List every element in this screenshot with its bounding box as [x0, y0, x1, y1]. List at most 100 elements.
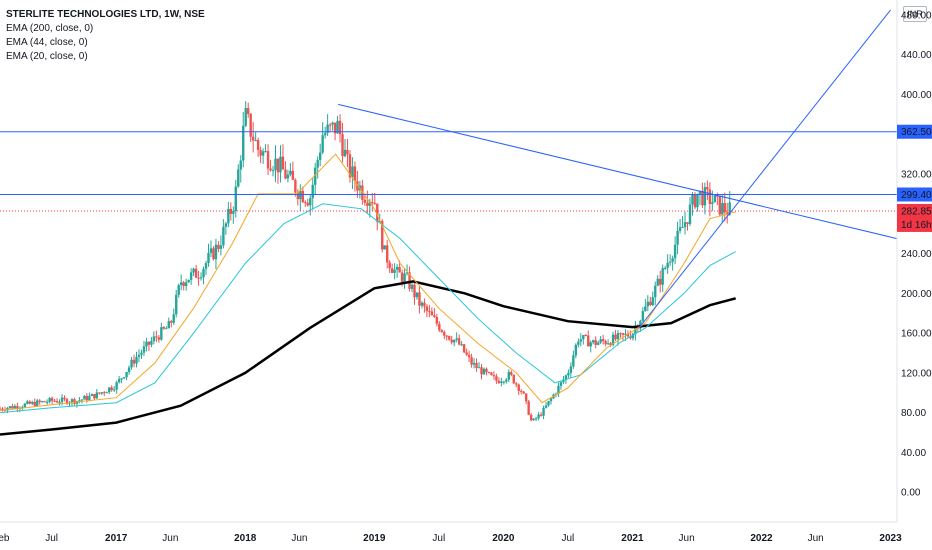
candle-body — [490, 372, 493, 376]
candle-body — [527, 401, 530, 415]
candle-body — [289, 170, 292, 175]
price-tick-label: 400.00 — [901, 90, 932, 101]
candle-body — [323, 133, 327, 136]
candle-body — [594, 340, 597, 345]
candle-body — [98, 392, 101, 394]
candle-body — [564, 375, 568, 380]
candle-body — [711, 202, 714, 204]
candle-body — [368, 201, 372, 206]
candle-body — [462, 344, 466, 353]
candle-body — [656, 278, 659, 286]
candle-body — [577, 341, 580, 345]
candle-body — [520, 390, 523, 392]
level-price-tag — [897, 187, 932, 202]
candle-body — [460, 344, 463, 346]
candle-body — [708, 189, 712, 204]
candle-body — [572, 355, 575, 367]
candle-body — [388, 262, 391, 269]
candle-body — [626, 333, 630, 337]
price-axis[interactable]: 480.00440.00400.00360.00320.00280.00240.… — [901, 10, 932, 498]
candle-body — [346, 149, 349, 155]
candle-body — [683, 222, 687, 227]
candle-body — [716, 195, 719, 197]
candle-body — [165, 328, 168, 330]
candle-body — [8, 406, 12, 409]
candle-body — [592, 340, 595, 343]
drawing-layer[interactable] — [0, 9, 898, 329]
candle-body — [587, 335, 590, 347]
candle-body — [693, 194, 697, 208]
candle-body — [495, 376, 498, 381]
candle-body — [127, 367, 131, 373]
price-tick-label: 160.00 — [901, 329, 932, 340]
candle-body — [311, 184, 314, 199]
candle-body — [1, 408, 4, 410]
indicator-ema-44[interactable]: EMA (44, close, 0) — [6, 37, 88, 48]
candle-body — [65, 399, 69, 404]
candle-body — [55, 401, 59, 403]
candle-body — [321, 135, 324, 153]
candle-body — [373, 203, 376, 205]
candle-body — [83, 395, 86, 400]
candle-body — [247, 108, 250, 114]
candle-body — [130, 359, 133, 368]
candle-body — [11, 406, 14, 409]
candle-body — [155, 336, 158, 338]
candle-body — [234, 186, 237, 212]
descending-trendline[interactable] — [338, 103, 898, 240]
time-tick-label: Jul — [432, 533, 445, 544]
candle-body — [70, 399, 74, 403]
candle-body — [167, 321, 170, 329]
candle-body — [333, 122, 337, 134]
candle-body — [58, 402, 61, 404]
candle-body — [644, 306, 647, 312]
time-tick-label: 2020 — [492, 533, 515, 544]
price-tick-label: 120.00 — [901, 368, 932, 379]
candlestick-series — [0, 101, 731, 422]
candle-body — [93, 394, 96, 399]
candle-body — [31, 401, 34, 404]
candle-body — [515, 383, 518, 385]
candle-body — [88, 395, 91, 401]
candle-body — [453, 339, 456, 343]
candle-body — [723, 203, 726, 213]
candle-body — [244, 108, 247, 126]
candle-body — [512, 374, 515, 384]
candle-body — [338, 120, 342, 135]
price-labels: 362.50 299.40 282.85 1d 16h — [897, 124, 932, 232]
candle-body — [162, 327, 166, 329]
candle-body — [336, 120, 339, 134]
candle-body — [467, 354, 471, 358]
candle-body — [314, 167, 317, 185]
candle-body — [505, 379, 508, 382]
candle-body — [482, 368, 486, 375]
currency-button[interactable]: INR — [903, 6, 927, 22]
indicator-ema-20[interactable]: EMA (20, close, 0) — [6, 51, 88, 62]
time-tick-label: Jun — [679, 533, 695, 544]
candle-body — [184, 282, 188, 287]
candle-body — [582, 335, 585, 340]
candle-body — [40, 401, 44, 403]
candle-body — [356, 181, 359, 191]
candle-body — [547, 401, 550, 406]
symbol-title[interactable]: STERLITE TECHNOLOGIES LTD, 1W, NSE — [6, 9, 205, 20]
candle-body — [390, 268, 394, 273]
time-axis[interactable]: eb Jul 2017 Jun 2018 Jun 2019 Jul 2020 Jul 2021 Jun… — [0, 533, 902, 544]
candle-body — [562, 379, 565, 383]
candle-body — [688, 204, 692, 224]
indicator-ema-200[interactable]: EMA (200, close, 0) — [6, 23, 94, 34]
rising-trendline[interactable] — [638, 9, 891, 329]
candle-body — [604, 341, 607, 344]
candle-body — [713, 195, 717, 203]
candle-body — [522, 391, 525, 394]
candle-body — [663, 267, 667, 269]
candle-body — [23, 403, 27, 408]
candle-body — [477, 367, 481, 369]
candle-body — [212, 248, 215, 260]
candle-body — [701, 190, 704, 206]
candle-body — [430, 311, 434, 316]
candle-body — [28, 401, 31, 404]
candle-body — [192, 268, 195, 273]
candle-body — [659, 278, 662, 285]
